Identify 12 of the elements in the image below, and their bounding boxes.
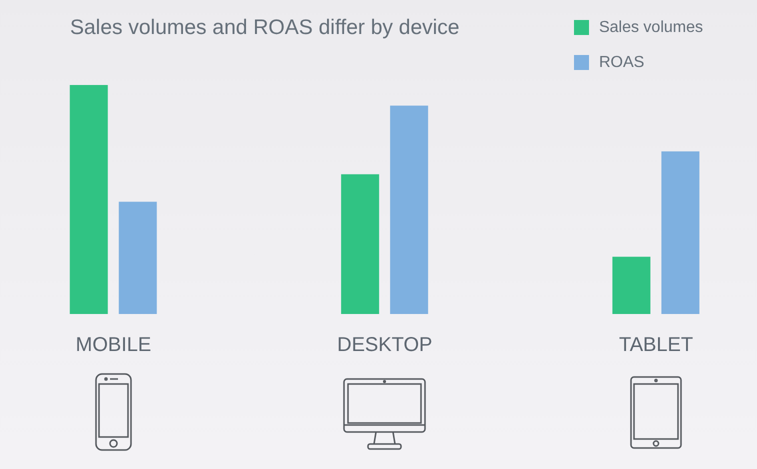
bar bbox=[118, 202, 157, 314]
bar bbox=[661, 151, 700, 314]
chart-title: Sales volumes and ROAS differ by device bbox=[70, 15, 460, 41]
bar bbox=[70, 85, 108, 314]
legend-label: Sales volumes bbox=[598, 18, 703, 36]
bar bbox=[341, 174, 380, 314]
x-tick-label: MOBILE bbox=[76, 334, 152, 356]
bar bbox=[612, 256, 650, 314]
legend-label: ROAS bbox=[598, 54, 644, 72]
bar bbox=[390, 106, 428, 314]
x-tick-label: TABLET bbox=[619, 334, 694, 356]
x-tick-label: DESKTOP bbox=[337, 334, 432, 356]
